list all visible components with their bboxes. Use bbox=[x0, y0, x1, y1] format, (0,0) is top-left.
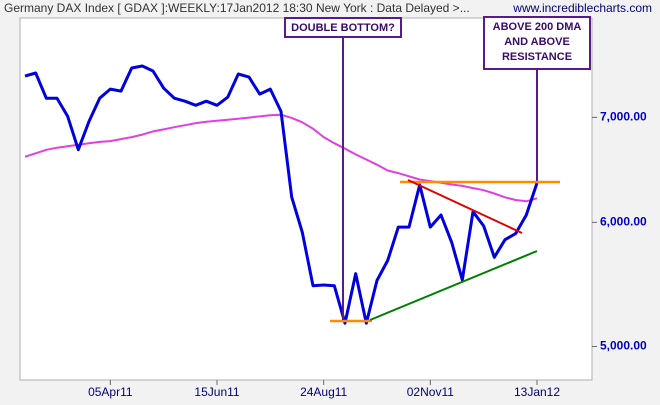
y-tick-label: 6,000.00 bbox=[600, 215, 647, 229]
x-tick-label: 05Apr11 bbox=[88, 385, 133, 399]
x-tick-label: 13Jan12 bbox=[514, 385, 560, 399]
x-tick-label: 24Aug11 bbox=[300, 385, 347, 399]
trend-line bbox=[407, 179, 523, 234]
y-tick-label: 7,000.00 bbox=[600, 110, 647, 124]
annotation-box bbox=[483, 16, 591, 70]
plot-area bbox=[19, 17, 593, 381]
x-tick-label: 02Nov11 bbox=[407, 385, 454, 399]
annotation-box bbox=[284, 17, 402, 38]
annotation-text: RESISTANCE bbox=[502, 51, 572, 63]
series-line bbox=[24, 64, 539, 325]
watermark: www.incrediblecharts.com bbox=[512, 1, 652, 15]
x-tick-label: 15Jun11 bbox=[194, 385, 239, 399]
annotations bbox=[284, 16, 591, 323]
annotation-text: AND ABOVE bbox=[504, 36, 570, 48]
annotation-text: DOUBLE BOTTOM? bbox=[291, 22, 395, 34]
chart-title: Germany DAX Index [ GDAX ]:WEEKLY:17Jan2… bbox=[4, 1, 470, 15]
annotation-text: ABOVE 200 DMA bbox=[493, 21, 582, 33]
y-tick-label: 5,000.00 bbox=[600, 339, 647, 353]
trend-line bbox=[369, 250, 538, 321]
